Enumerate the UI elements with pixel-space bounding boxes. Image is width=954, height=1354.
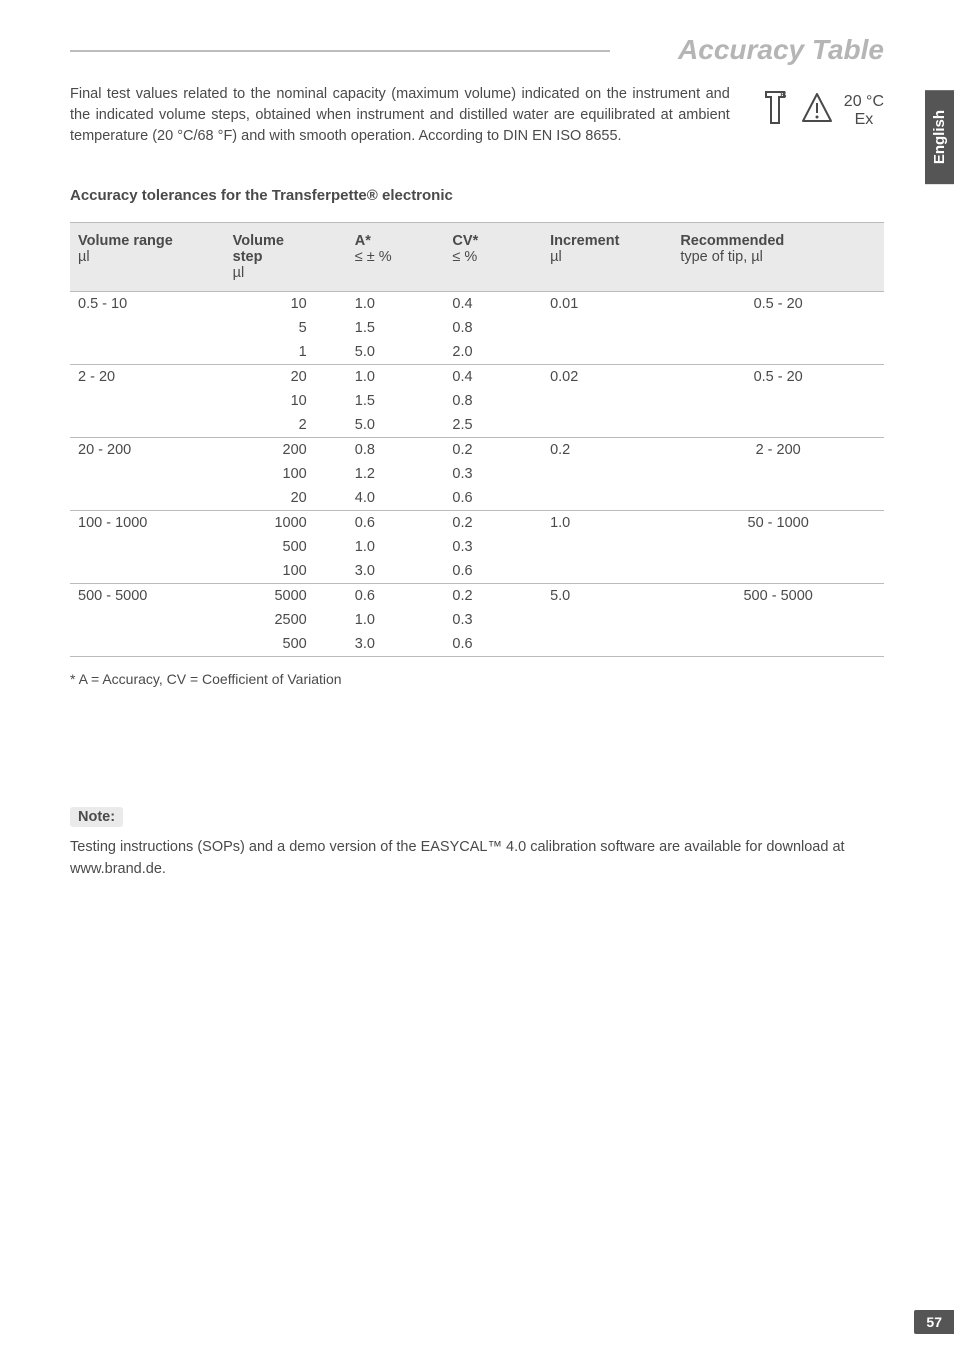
accuracy-table: Volume rangeµl Volume stepµl A*≤ ± % CV*…: [70, 222, 884, 657]
warning-icon: [800, 91, 834, 131]
table-row: 100 - 100010000.60.21.050 - 1000: [70, 511, 884, 536]
table-row: 5003.00.6: [70, 632, 884, 657]
table-row: 25001.00.3: [70, 608, 884, 632]
table-heading: Accuracy tolerances for the Transferpett…: [70, 187, 884, 204]
col-header-tip: Recommendedtype of tip, µl: [672, 223, 884, 292]
col-header-range: Volume rangeµl: [70, 223, 225, 292]
col-header-increment: Incrementµl: [542, 223, 672, 292]
footnote: * A = Accuracy, CV = Coefficient of Vari…: [70, 671, 884, 687]
intro-paragraph: Final test values related to the nominal…: [70, 84, 730, 147]
table-row: 101.50.8: [70, 389, 884, 413]
table-row: 0.5 - 10101.00.40.010.5 - 20: [70, 292, 884, 317]
pipette-icon: B: [760, 88, 790, 134]
note-text: Testing instructions (SOPs) and a demo v…: [70, 837, 884, 881]
page-number: 57: [914, 1310, 954, 1334]
ex-label: Ex: [844, 111, 884, 129]
language-tab: English: [925, 90, 954, 184]
col-header-cv: CV*≤ %: [444, 223, 542, 292]
table-row: 1001.20.3: [70, 462, 884, 486]
table-row: 15.02.0: [70, 340, 884, 365]
svg-text:B: B: [780, 90, 787, 101]
table-row: 204.00.6: [70, 486, 884, 511]
table-row: 25.02.5: [70, 413, 884, 438]
temperature-label: 20 °C: [844, 93, 884, 111]
page-title: Accuracy Table: [70, 34, 884, 66]
col-header-accuracy: A*≤ ± %: [347, 223, 445, 292]
note-label: Note:: [70, 807, 123, 827]
table-row: 2 - 20201.00.40.020.5 - 20: [70, 365, 884, 390]
condition-icons: B 20 °C Ex: [760, 88, 884, 134]
table-row: 20 - 2002000.80.20.22 - 200: [70, 438, 884, 463]
table-row: 500 - 500050000.60.25.0500 - 5000: [70, 584, 884, 609]
col-header-step: Volume stepµl: [225, 223, 347, 292]
table-row: 1003.00.6: [70, 559, 884, 584]
table-row: 5001.00.3: [70, 535, 884, 559]
table-row: 51.50.8: [70, 316, 884, 340]
